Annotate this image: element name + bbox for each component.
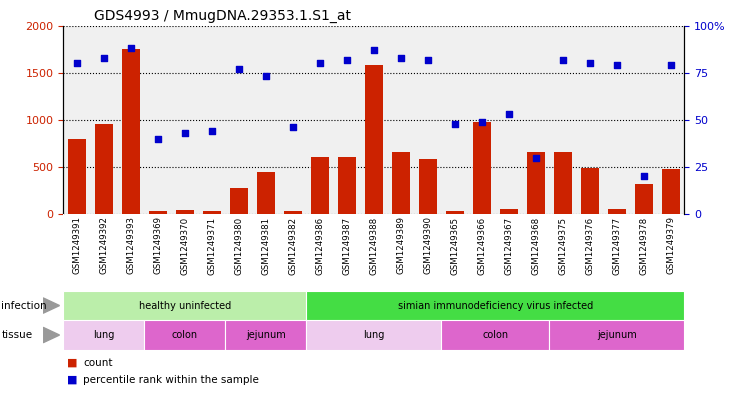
Point — [71, 60, 83, 66]
Point — [233, 66, 245, 72]
Bar — [68, 139, 86, 214]
Text: ■: ■ — [67, 375, 77, 385]
Text: percentile rank within the sample: percentile rank within the sample — [83, 375, 259, 385]
Point — [179, 130, 190, 136]
Text: GSM1249377: GSM1249377 — [612, 217, 621, 275]
Bar — [284, 211, 301, 214]
Text: GSM1249368: GSM1249368 — [531, 217, 540, 275]
Bar — [608, 209, 626, 214]
Text: GSM1249387: GSM1249387 — [342, 217, 351, 275]
Text: GSM1249393: GSM1249393 — [126, 217, 135, 274]
Text: GSM1249369: GSM1249369 — [153, 217, 162, 274]
Text: GSM1249381: GSM1249381 — [261, 217, 270, 275]
Bar — [581, 168, 599, 214]
Text: tissue: tissue — [1, 330, 33, 340]
Bar — [527, 152, 545, 214]
Text: GSM1249375: GSM1249375 — [559, 217, 568, 275]
Bar — [257, 172, 275, 214]
Text: count: count — [83, 358, 113, 368]
Text: GSM1249366: GSM1249366 — [478, 217, 487, 275]
Bar — [441, 320, 549, 350]
Text: colon: colon — [172, 330, 198, 340]
Bar — [473, 122, 491, 214]
Polygon shape — [43, 298, 60, 313]
Text: jejunum: jejunum — [246, 330, 286, 340]
Point — [152, 136, 164, 142]
Bar — [230, 188, 248, 214]
Point — [341, 56, 353, 62]
Bar — [95, 124, 112, 214]
Text: GSM1249382: GSM1249382 — [289, 217, 298, 275]
Bar — [149, 211, 167, 214]
Text: colon: colon — [482, 330, 508, 340]
Bar — [122, 49, 140, 214]
Bar — [635, 184, 652, 214]
Bar — [392, 152, 410, 214]
Text: GSM1249386: GSM1249386 — [315, 217, 324, 275]
Text: GSM1249389: GSM1249389 — [397, 217, 405, 274]
Bar — [225, 320, 307, 350]
Text: GSM1249370: GSM1249370 — [180, 217, 189, 275]
Text: lung: lung — [93, 330, 115, 340]
Polygon shape — [43, 327, 60, 343]
Point — [125, 45, 137, 51]
Point — [314, 60, 326, 66]
Text: GSM1249365: GSM1249365 — [450, 217, 459, 275]
Bar — [307, 291, 684, 320]
Text: GSM1249380: GSM1249380 — [234, 217, 243, 275]
Bar — [419, 160, 437, 214]
Text: GSM1249390: GSM1249390 — [423, 217, 432, 274]
Text: ■: ■ — [67, 358, 77, 368]
Bar — [203, 211, 220, 214]
Point — [638, 173, 650, 180]
Text: infection: infection — [1, 301, 47, 310]
Text: lung: lung — [363, 330, 385, 340]
Text: GSM1249392: GSM1249392 — [99, 217, 109, 274]
Bar — [63, 291, 307, 320]
Text: GSM1249367: GSM1249367 — [504, 217, 513, 275]
Point — [557, 56, 569, 62]
Bar — [554, 152, 571, 214]
Text: GSM1249379: GSM1249379 — [667, 217, 676, 274]
Text: GSM1249376: GSM1249376 — [586, 217, 594, 275]
Point — [422, 56, 434, 62]
Point — [97, 55, 109, 61]
Bar — [446, 211, 464, 214]
Point — [395, 55, 407, 61]
Point — [611, 62, 623, 68]
Point — [287, 124, 299, 130]
Point — [584, 60, 596, 66]
Point — [476, 119, 488, 125]
Text: simian immunodeficiency virus infected: simian immunodeficiency virus infected — [398, 301, 593, 310]
Text: GSM1249378: GSM1249378 — [639, 217, 649, 275]
Bar — [63, 320, 144, 350]
Text: jejunum: jejunum — [597, 330, 637, 340]
Point — [665, 62, 677, 68]
Text: GDS4993 / MmugDNA.29353.1.S1_at: GDS4993 / MmugDNA.29353.1.S1_at — [94, 9, 351, 23]
Text: healthy uninfected: healthy uninfected — [138, 301, 231, 310]
Point — [530, 154, 542, 161]
Bar — [144, 320, 225, 350]
Text: GSM1249391: GSM1249391 — [72, 217, 81, 274]
Point — [368, 47, 380, 53]
Bar — [176, 210, 193, 214]
Bar — [365, 65, 382, 214]
Text: GSM1249388: GSM1249388 — [369, 217, 379, 275]
Bar — [662, 169, 680, 214]
Text: GSM1249371: GSM1249371 — [208, 217, 217, 275]
Bar — [307, 320, 441, 350]
Point — [206, 128, 218, 134]
Bar — [338, 157, 356, 214]
Bar — [311, 157, 329, 214]
Bar — [500, 209, 518, 214]
Point — [503, 111, 515, 118]
Point — [260, 73, 272, 80]
Point — [449, 121, 461, 127]
Bar — [549, 320, 684, 350]
